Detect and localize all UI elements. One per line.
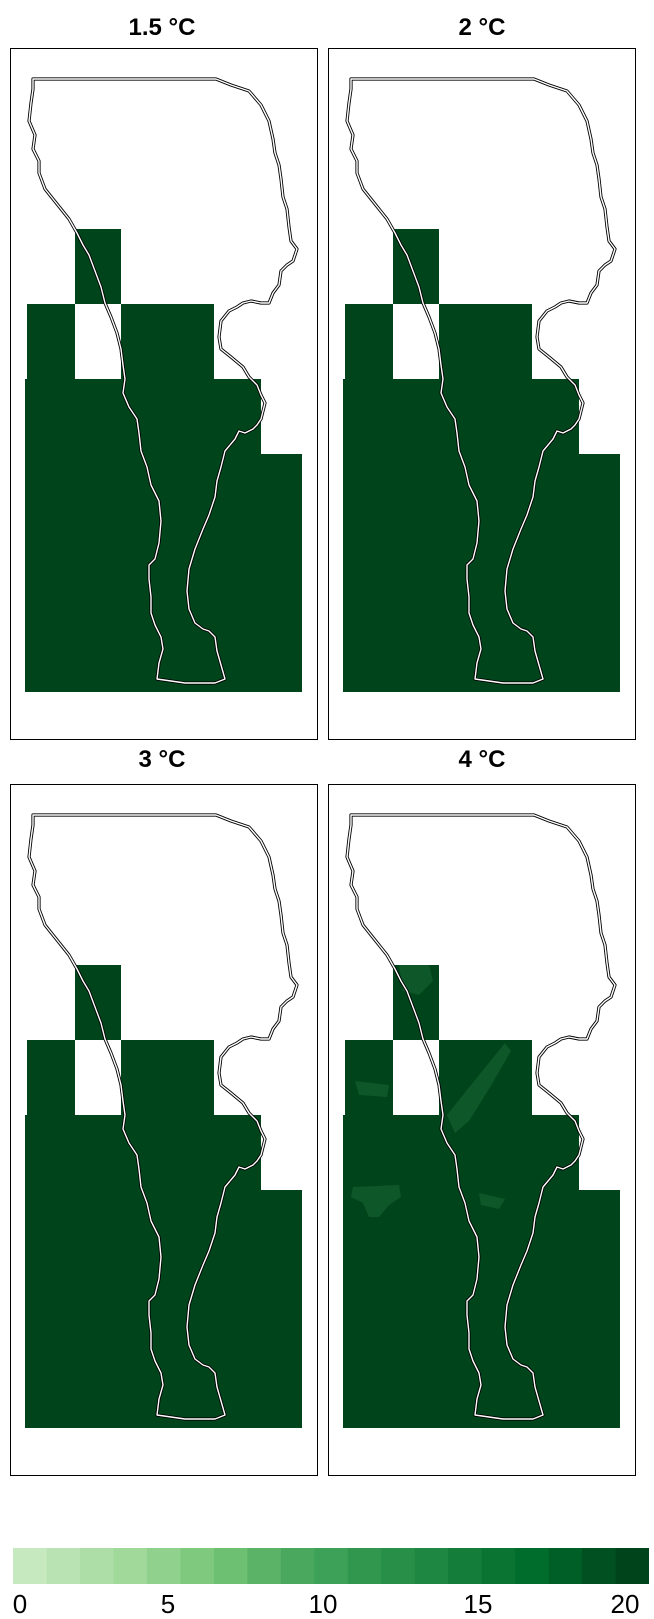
data-grid-cells [25, 229, 302, 692]
legend-swatch [146, 1548, 181, 1584]
legend-swatch [180, 1548, 215, 1584]
legend-swatch [13, 1548, 48, 1584]
legend-swatch [79, 1548, 115, 1584]
legend-swatch [213, 1548, 248, 1584]
country-outline-light [346, 814, 616, 1420]
country-outline-light [28, 814, 298, 1420]
map-svg-3 [25, 813, 302, 1428]
legend-swatch [280, 1548, 315, 1584]
map-panel-2 [328, 48, 636, 740]
legend-swatch [414, 1548, 449, 1584]
legend-swatch [314, 1548, 349, 1584]
legend-swatch [515, 1548, 550, 1584]
panel-title-3: 3 °C [138, 746, 186, 773]
data-grid-cells [25, 965, 302, 1428]
variation-patch [479, 1193, 505, 1209]
map-svg-2 [343, 77, 620, 692]
legend-swatch [615, 1548, 649, 1584]
legend-tick-label: 15 [463, 1589, 493, 1619]
legend-swatch [247, 1548, 282, 1584]
color-legend [13, 1548, 649, 1584]
panel-title-4: 4 °C [458, 746, 506, 773]
data-grid-cells [343, 229, 620, 692]
country-outline-light [346, 78, 616, 684]
map-svg-4 [343, 813, 620, 1428]
map-svg-1 [25, 77, 302, 692]
legend-swatch [548, 1548, 583, 1584]
country-outline-light [28, 78, 298, 684]
legend-swatch [113, 1548, 148, 1584]
legend-swatch [46, 1548, 81, 1584]
variation-patch [351, 1185, 401, 1217]
panel-title-1: 1.5 °C [128, 14, 196, 41]
map-panel-3 [10, 784, 318, 1476]
legend-tick-label: 10 [308, 1589, 338, 1619]
legend-swatch [347, 1548, 382, 1584]
variation-patch [355, 1081, 389, 1097]
map-panel-1 [10, 48, 318, 740]
legend-swatch [448, 1548, 483, 1584]
legend-swatch [481, 1548, 516, 1584]
legend-tick-label: 5 [160, 1589, 176, 1619]
variation-patch [447, 1043, 511, 1133]
variation-patch [399, 965, 433, 995]
legend-swatch [582, 1548, 617, 1584]
legend-tick-label: 20 [610, 1589, 640, 1619]
legend-tick-label: 0 [12, 1589, 28, 1619]
legend-swatch [381, 1548, 416, 1584]
map-panel-4 [328, 784, 636, 1476]
panel-title-2: 2 °C [458, 14, 506, 41]
